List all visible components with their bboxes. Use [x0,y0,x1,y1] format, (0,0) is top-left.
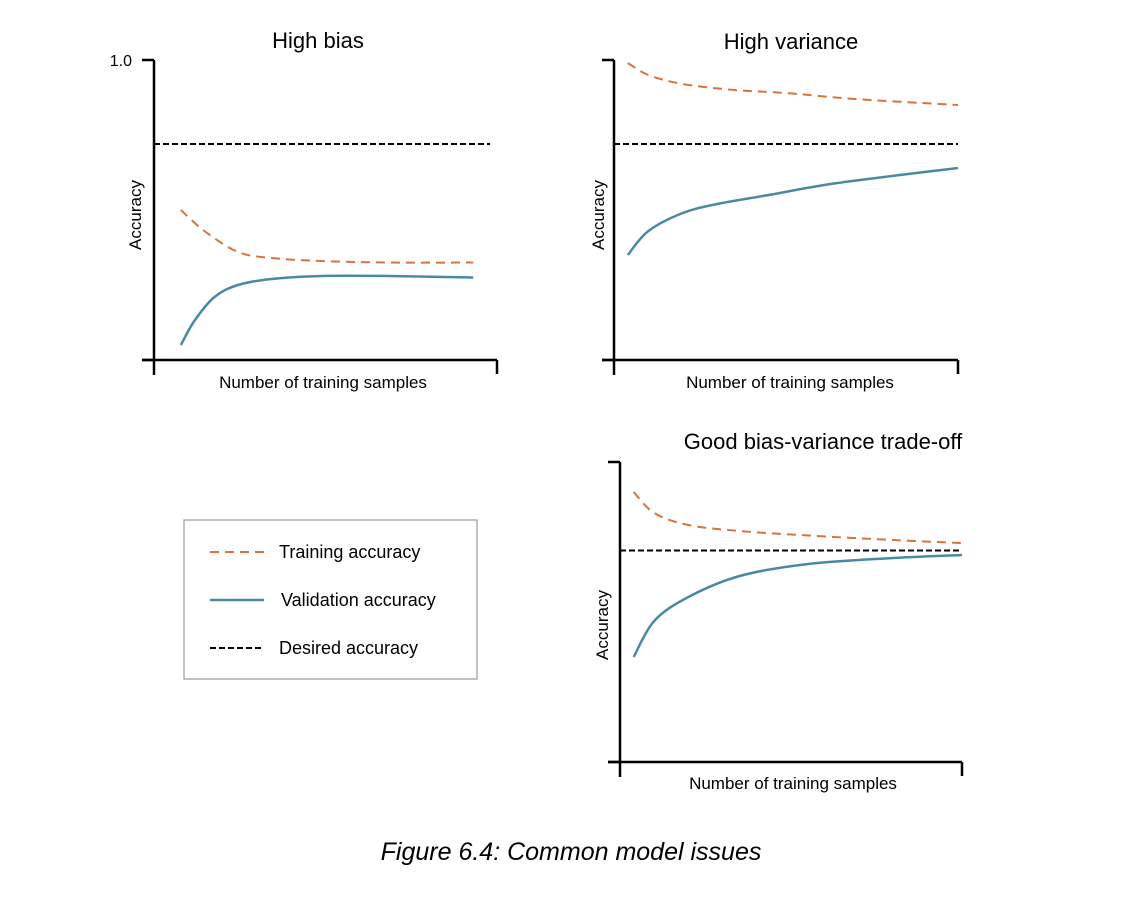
figure-caption: Figure 6.4: Common model issues [380,838,762,866]
x-axis-label: Number of training samples [689,774,897,793]
series-line-validation [626,166,959,256]
series-line-training [627,62,959,106]
y-axis-label: Accuracy [593,590,612,660]
legend-label-desired: Desired accuracy [279,638,418,658]
series-line-validation [632,553,963,658]
legend-label-training: Training accuracy [279,542,420,562]
chart-high-bias: High bias Number of training samples Acc… [110,28,499,392]
chart-title: High bias [272,28,364,53]
series-line-training [180,209,474,264]
chart-good-tradeoff: Good bias-variance trade-off Number of t… [593,429,964,793]
y-tick-label: 1.0 [110,53,132,70]
legend: Training accuracy Validation accuracy De… [183,519,478,680]
chart-title: Good bias-variance trade-off [684,429,963,454]
series-line-training [632,491,963,544]
chart-title: High variance [724,29,859,54]
x-axis-label: Number of training samples [686,373,894,392]
y-axis-label: Accuracy [589,180,608,250]
y-axis-label: Accuracy [126,180,145,250]
series-line-validation [179,274,474,346]
chart-high-variance: High variance Number of training samples… [589,29,960,392]
legend-label-validation: Validation accuracy [281,590,436,610]
x-axis-label: Number of training samples [219,373,427,392]
